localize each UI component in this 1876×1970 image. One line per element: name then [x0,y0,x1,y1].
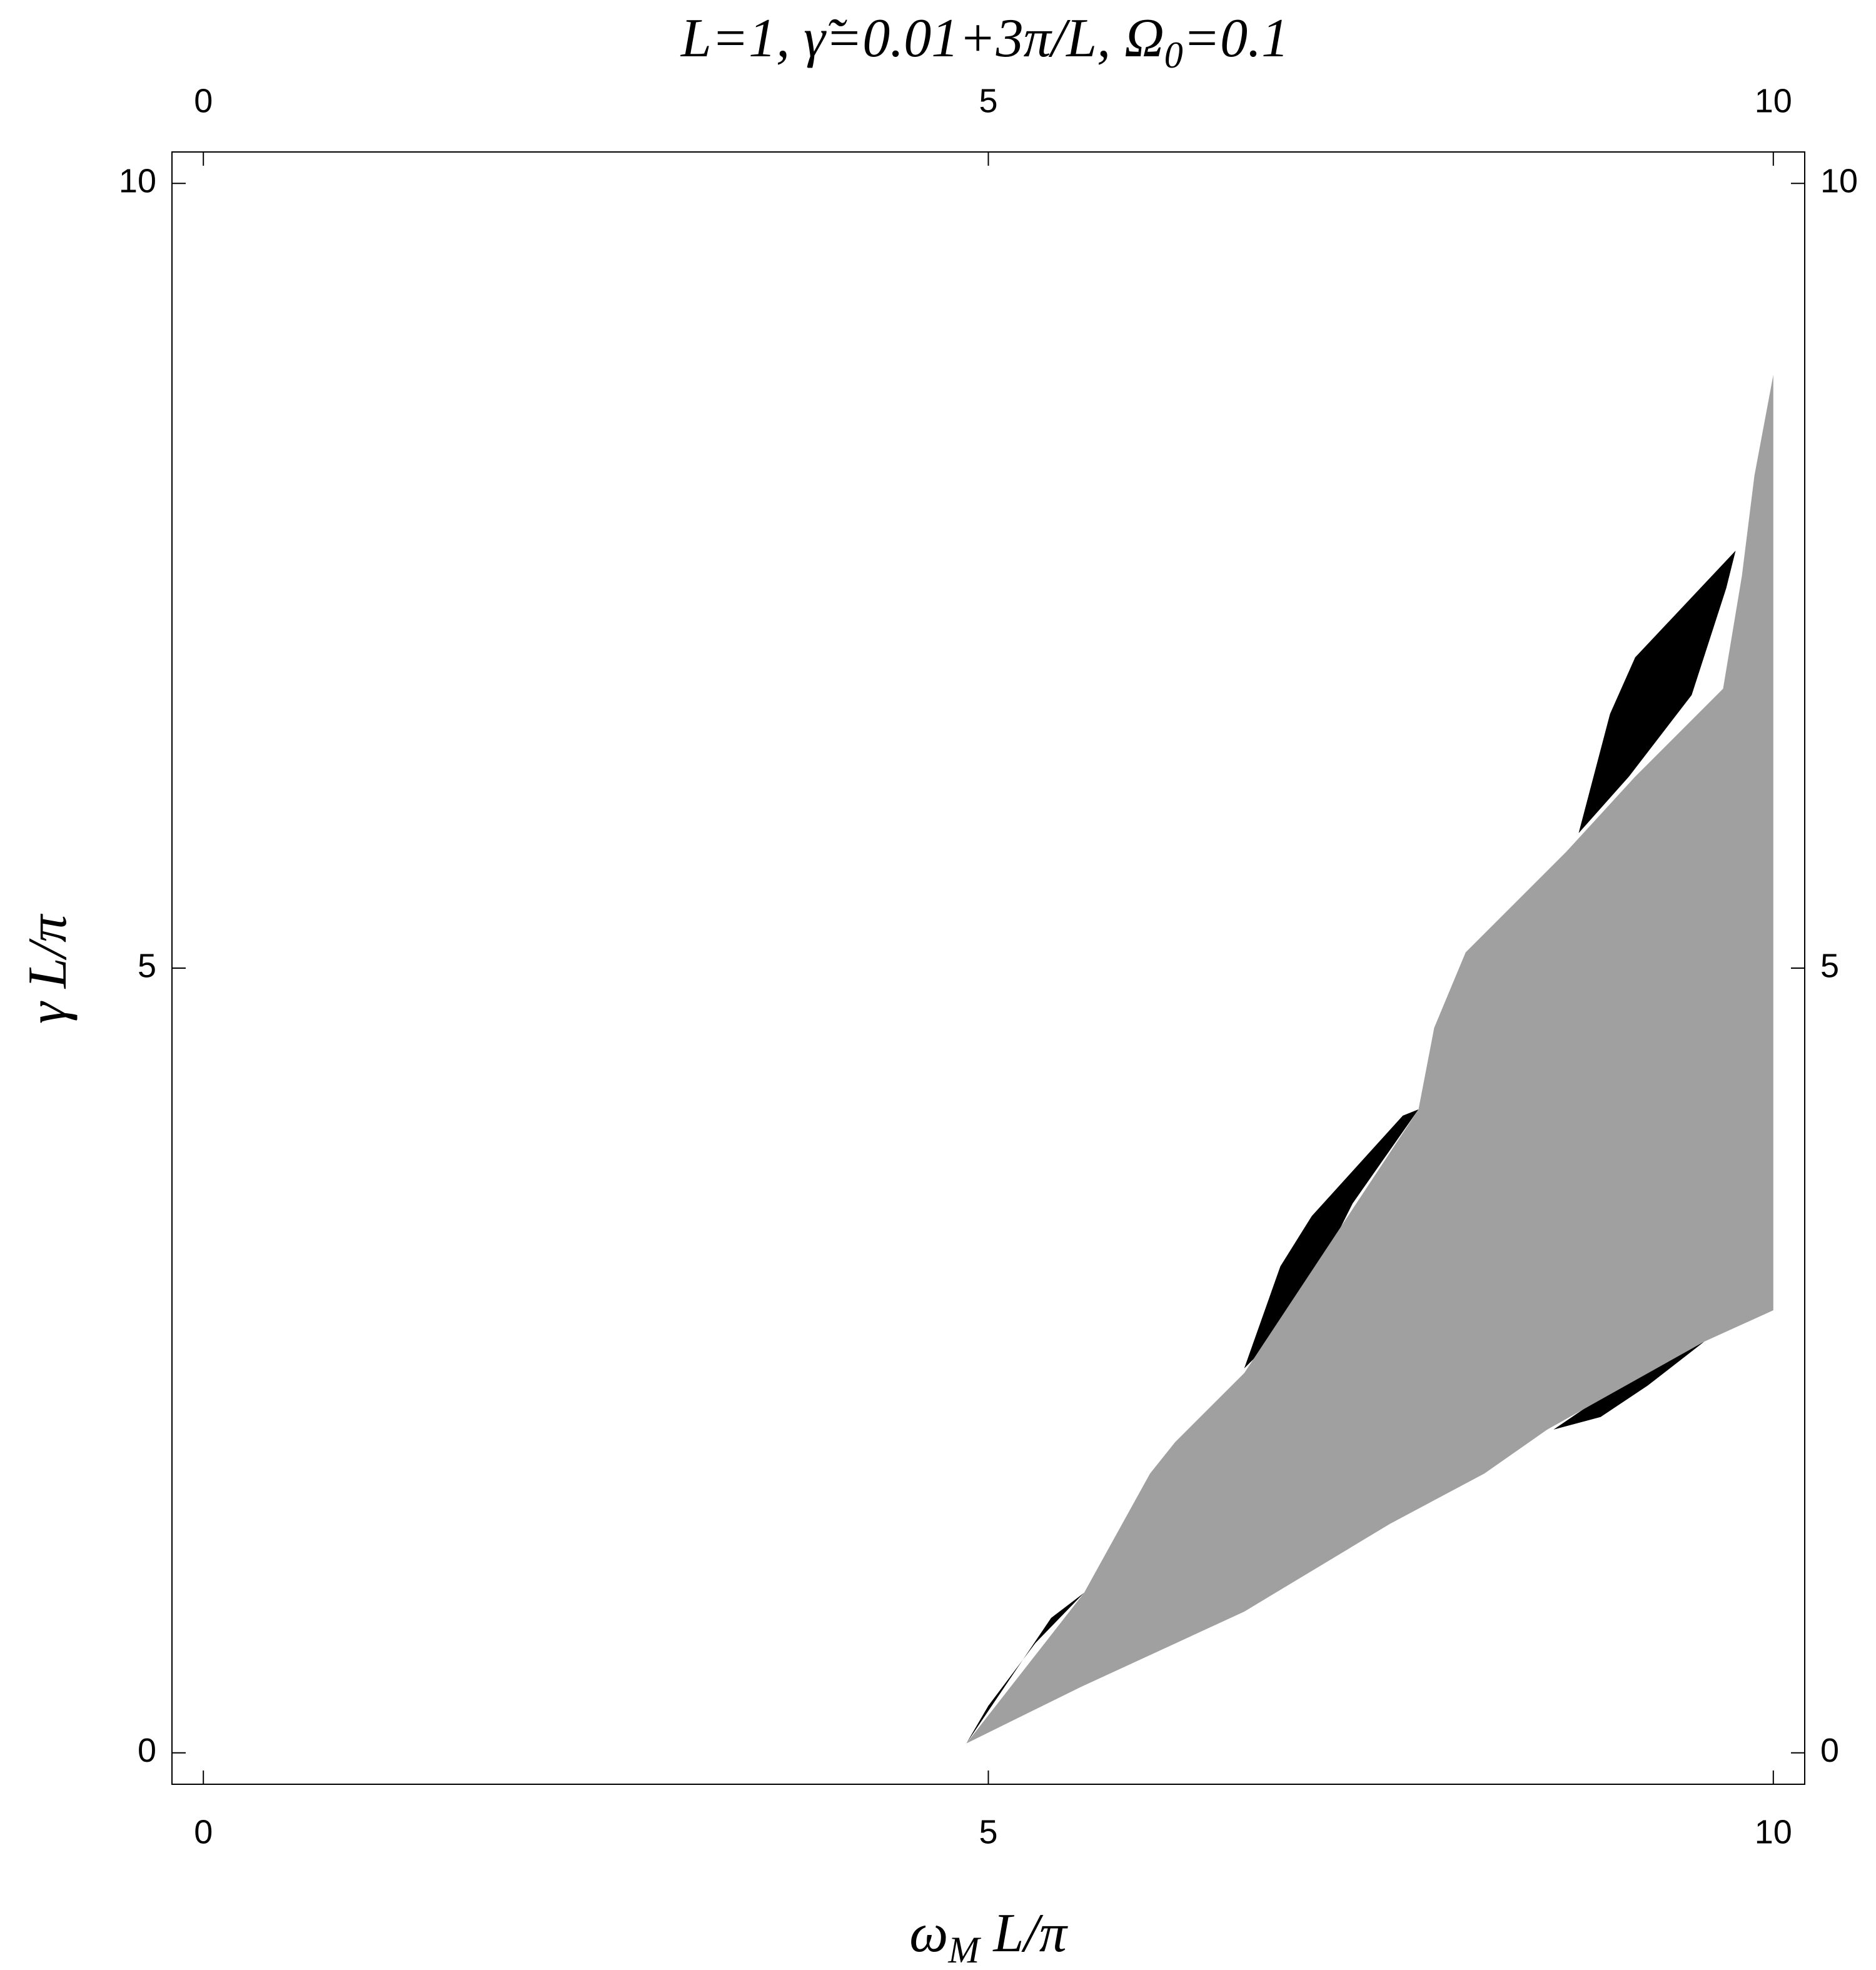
y-tick-label-right: 10 [1820,162,1858,200]
region [1578,550,1736,834]
y-tick-label: 0 [138,1732,156,1769]
xlabel-main: ω [909,1903,948,1964]
y-tick-label: 5 [138,947,156,984]
region [1553,1341,1705,1430]
title-main: L=1, γ̃=0.01+3π/L, Ω [680,8,1164,69]
xlabel-rest: L/π [979,1903,1068,1964]
title-rest: =0.1 [1183,8,1289,69]
y-tick-label-right: 5 [1820,947,1839,984]
xlabel-sub: M [947,1929,981,1970]
region [966,375,1773,1744]
y-tick-label-right: 0 [1820,1732,1839,1769]
x-axis-label: ωM L/π [909,1903,1069,1970]
x-tick-label: 5 [979,1813,997,1851]
x-tick-label-top: 10 [1755,82,1792,119]
x-tick-label: 0 [194,1813,213,1851]
y-axis-label: γ L/π [18,913,78,1024]
x-tick-label-top: 0 [194,82,213,119]
title-sub: 0 [1164,34,1183,76]
x-tick-label-top: 5 [979,82,997,119]
chart-title: L=1, γ̃=0.01+3π/L, Ω0=0.1 [680,8,1289,76]
y-tick-label: 10 [119,162,156,200]
x-tick-label: 10 [1755,1813,1792,1851]
region [1244,1109,1419,1368]
